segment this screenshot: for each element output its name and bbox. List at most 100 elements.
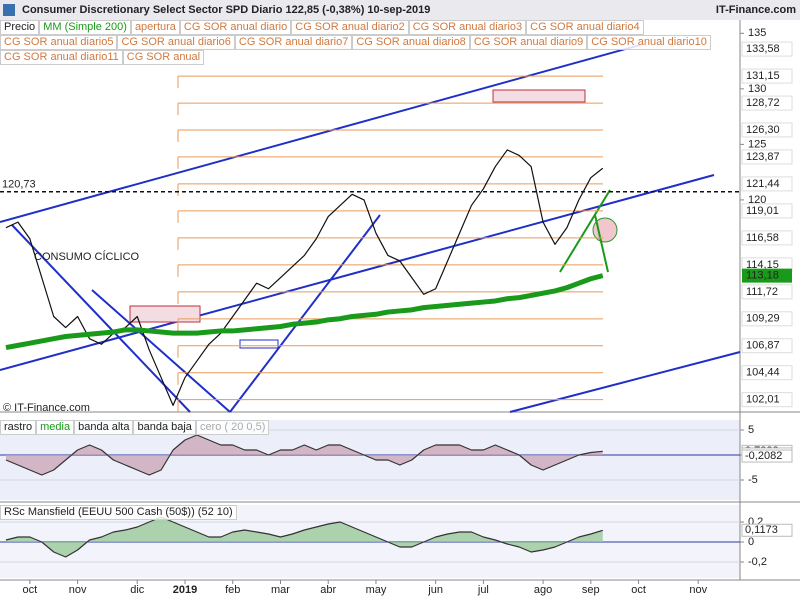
series-line xyxy=(5,149,604,406)
x-tick-label: feb xyxy=(225,584,240,596)
level-label: 131,15 xyxy=(746,70,780,82)
header-bar xyxy=(0,0,800,20)
legend-tag: CG SOR anual diario5 xyxy=(0,35,118,50)
arrow xyxy=(559,189,611,273)
marker-label: -0,2082 xyxy=(745,450,782,462)
legend-tag: CG SOR anual diario3 xyxy=(408,20,527,35)
legend-tag: MM (Simple 200) xyxy=(39,20,131,35)
zone xyxy=(239,339,279,349)
x-tick-label: abr xyxy=(320,584,336,596)
legend-tag: cero ( 20 0,5) xyxy=(195,420,270,435)
marker-label: 0,1173 xyxy=(745,524,778,536)
marker-box xyxy=(741,449,793,463)
series-line xyxy=(5,273,604,351)
last-value-box xyxy=(742,268,792,283)
trend-line xyxy=(91,289,231,413)
level-box xyxy=(741,122,793,138)
x-tick-label: 2019 xyxy=(173,584,197,596)
trend-line xyxy=(11,224,191,413)
legend-tag: apertura xyxy=(130,20,180,35)
legend-tag: banda alta xyxy=(74,420,134,435)
level-box xyxy=(741,392,793,408)
trend-line xyxy=(509,351,741,413)
legend-tag: CG SOR anual diario xyxy=(179,20,292,35)
level-label: 106,87 xyxy=(746,340,780,352)
x-tick-label: may xyxy=(366,584,387,596)
level-label: 123,87 xyxy=(746,151,780,163)
x-tick-label: ago xyxy=(534,584,552,596)
trend-line xyxy=(0,44,641,223)
marker-box xyxy=(741,523,793,537)
legend-tag: CG SOR anual diario2 xyxy=(291,20,409,35)
annotation: CONSUMO CÍCLICO xyxy=(34,250,140,263)
legend-tag: CG SOR anual diario10 xyxy=(587,35,711,50)
y-tick-label: 0 xyxy=(748,536,754,548)
level-label: 114,15 xyxy=(746,259,779,271)
x-tick-label: oct xyxy=(22,584,37,596)
legend: RSc Mansfield (EEUU 500 Cash (50$)) (52 … xyxy=(0,505,740,520)
x-tick-label: mar xyxy=(271,584,290,596)
level-label: 104,44 xyxy=(746,367,780,379)
legend-tag: CG SOR anual xyxy=(122,50,205,65)
legend-tag: CG SOR anual diario6 xyxy=(117,35,235,50)
level-label: 119,01 xyxy=(746,205,779,217)
legend-tag: CG SOR anual diario4 xyxy=(526,20,644,35)
level-label: 116,58 xyxy=(746,232,779,244)
legend-tag: media xyxy=(36,420,75,435)
level-box xyxy=(741,338,793,354)
level-box xyxy=(741,149,793,165)
y-tick-label: -5 xyxy=(748,474,758,486)
y-tick-label: 130 xyxy=(748,83,766,95)
x-tick-label: nov xyxy=(69,584,87,596)
x-tick-label: sep xyxy=(582,584,600,596)
y-tick-label: 120 xyxy=(748,194,766,206)
trend-line xyxy=(229,214,381,413)
zone xyxy=(492,89,586,103)
arrows xyxy=(559,189,611,273)
x-tick-label: jul xyxy=(477,584,489,596)
y-tick-label: -0,2 xyxy=(748,556,767,568)
legend: Precio MM (Simple 200) apertura CG SOR anua… xyxy=(0,20,740,65)
level-label: 126,30 xyxy=(746,124,780,136)
level-label: 128,72 xyxy=(746,97,780,109)
level-box xyxy=(741,68,793,84)
icon xyxy=(3,4,15,16)
reference-label: 120,73 xyxy=(2,179,36,191)
legend-tag: CG SOR anual diario9 xyxy=(469,35,588,50)
trend-lines xyxy=(0,44,741,413)
series-line xyxy=(5,516,603,558)
x-tick-label: nov xyxy=(689,584,707,596)
y-tick-label: 125 xyxy=(748,138,766,150)
legend-tag: CG SOR anual diario8 xyxy=(352,35,470,50)
level-box xyxy=(741,284,793,300)
zone xyxy=(129,305,201,323)
y-tick-label: 135 xyxy=(748,27,766,39)
legend: rastro media banda alta banda baja cero ( 20… xyxy=(0,420,740,435)
last-value-label: 113,18 xyxy=(746,270,779,282)
legend-tag: rastro xyxy=(0,420,37,435)
title: Consumer Discretionary Select Sector SPD… xyxy=(22,4,430,16)
level-box xyxy=(741,41,793,57)
level-label: 121,44 xyxy=(746,178,780,190)
watermark: © IT-Finance.com xyxy=(3,402,90,414)
level-box xyxy=(741,311,793,327)
brand: IT-Finance.com xyxy=(716,4,796,16)
level-box xyxy=(741,230,793,246)
level-label: 111,72 xyxy=(746,286,778,298)
y-tick-label: 5 xyxy=(748,424,754,436)
level-label: 102,01 xyxy=(746,394,780,406)
legend-tag: Precio xyxy=(0,20,40,35)
legend-tag: banda baja xyxy=(133,420,196,435)
level-box xyxy=(741,203,793,219)
x-tick-label: dic xyxy=(130,584,145,596)
x-tick-label: oct xyxy=(631,584,646,596)
level-box xyxy=(741,176,793,192)
x-tick-label: jun xyxy=(427,584,443,596)
level-box xyxy=(741,95,793,111)
arrow xyxy=(594,214,609,273)
level-box xyxy=(741,365,793,381)
series-line xyxy=(5,434,603,476)
area-fill xyxy=(5,517,603,557)
